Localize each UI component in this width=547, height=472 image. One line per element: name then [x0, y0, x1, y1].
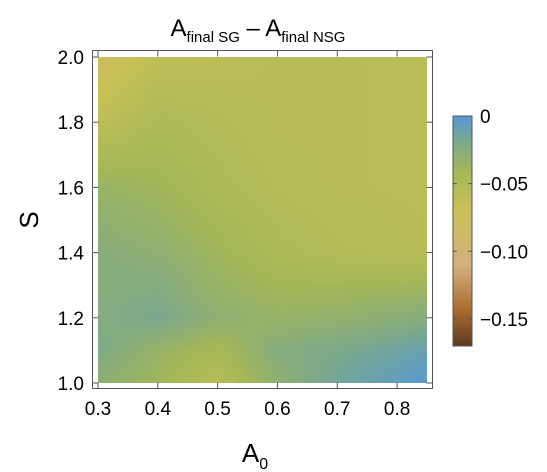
x-axis-ticks: 0.3 0.4 0.5 0.6 0.7 0.8 — [85, 50, 410, 420]
y-tick-label: 2.0 — [58, 48, 84, 69]
x-tick-label: 0.8 — [384, 399, 410, 420]
x-tick-label: 0.6 — [264, 399, 290, 420]
y-tick-label: 1.2 — [58, 309, 84, 330]
x-tick-label: 0.4 — [145, 399, 172, 420]
y-tick-label: 1.0 — [58, 374, 84, 395]
x-tick-label: 0.3 — [85, 399, 111, 420]
x-axis-title-sub: 0 — [259, 456, 268, 472]
y-tick-label: 1.4 — [58, 244, 85, 265]
x-axis-title: A0 — [242, 438, 268, 472]
colorbar-tick-label: −0.05 — [480, 175, 528, 196]
chart-title-sep: – — [240, 15, 265, 42]
colorbar — [452, 115, 473, 347]
y-axis-ticks: 1.0 1.2 1.4 1.6 1.8 2.0 — [58, 48, 433, 395]
x-tick-label: 0.5 — [204, 399, 230, 420]
chart-title-sub-left: final SG — [187, 29, 240, 46]
y-tick-label: 1.6 — [58, 178, 84, 199]
heatmap-layer — [98, 57, 427, 383]
x-axis-title-main: A — [242, 438, 260, 468]
plot-frame — [92, 50, 433, 389]
colorbar-tick-label: −0.10 — [480, 242, 528, 263]
y-axis-title: S — [14, 211, 44, 228]
colorbar-tick-label: 0 — [480, 107, 491, 128]
chart-title-main-right: A — [265, 15, 281, 42]
x-tick-label: 0.7 — [324, 399, 350, 420]
colorbar-ticks: 0 −0.05 −0.10 −0.15 — [453, 107, 528, 331]
colorbar-tick-label: −0.15 — [480, 310, 528, 331]
heatmap-image — [98, 57, 427, 383]
chart-title-main-left: A — [171, 15, 187, 42]
y-tick-label: 1.8 — [58, 113, 84, 134]
chart-title: Afinal SG – Afinal NSG — [171, 15, 346, 46]
chart-title-sub-right: final NSG — [281, 29, 345, 46]
